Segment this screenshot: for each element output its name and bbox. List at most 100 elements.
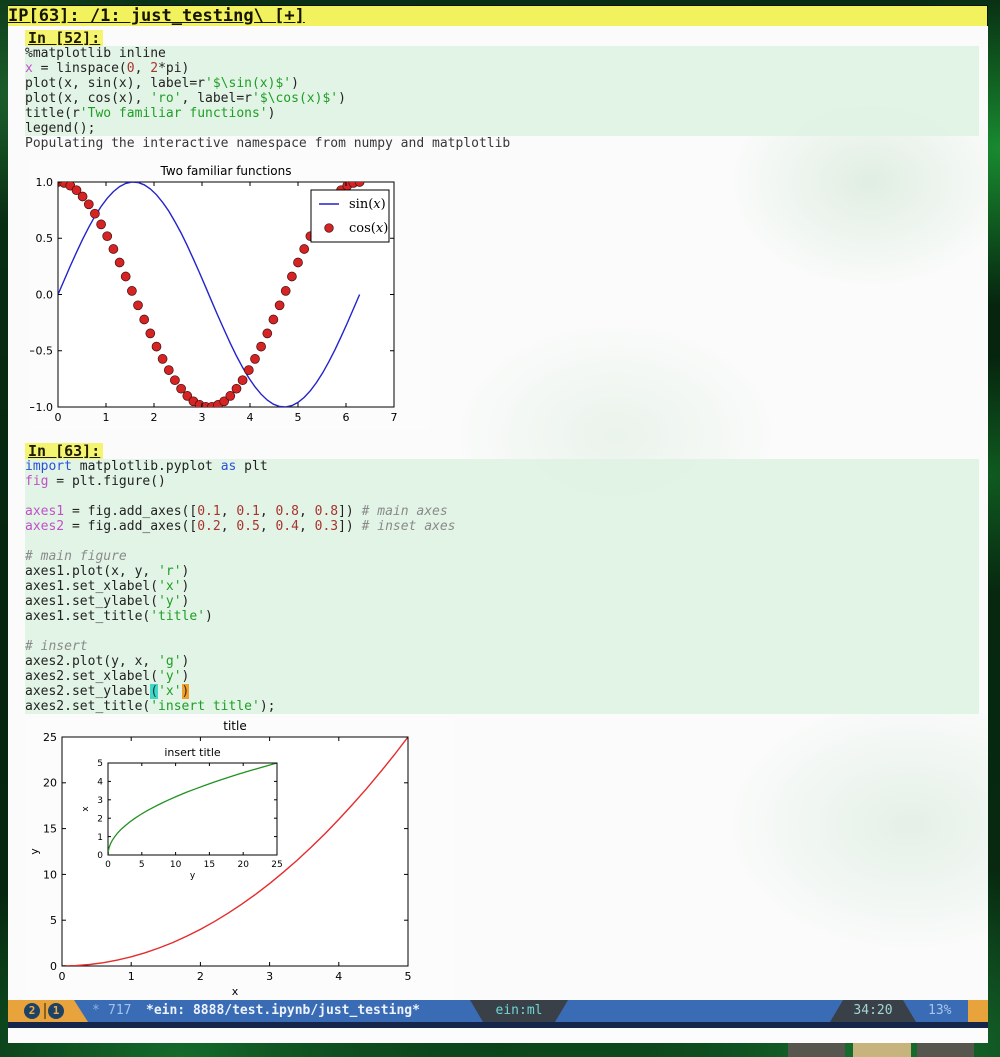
code-token: # insert [25,639,88,654]
code-line: plot(x, sin(x), label=r'$\sin(x)$') [25,76,979,91]
cell-output-52: Populating the interactive namespace fro… [25,136,511,151]
svg-text:25: 25 [43,731,57,744]
badge-divider [44,1003,46,1019]
code-token: '$\cos(x)$' [252,91,339,106]
code-line: legend(); [25,121,979,136]
code-token: matplotlib.pyplot [71,459,221,474]
code-line: plot(x, cos(x), 'ro', label=r'$\cos(x)$'… [25,91,979,106]
svg-text:20: 20 [237,860,249,870]
code-token: 0.5 [236,519,260,534]
figure-title-with-inset: 0 1 2 3 4 5 0 5 10 15 20 25 title x y 0 5 10 15 20 25 0 1 2 3 4 5 i… [25,718,455,1000]
code-token: plt [236,459,268,474]
frame-bottom-border [8,1022,988,1028]
code-token: 'Two familiar functions' [79,106,268,121]
code-token: = fig.add_axes([ [64,519,198,534]
code-token: *pi) [158,61,190,76]
code-token: ) [205,609,213,624]
code-token: 0.2 [197,519,221,534]
code-token: ) [181,669,190,684]
modeline-workspace-segment: 2 1 [8,1000,88,1022]
code-token: = linspace( [32,61,127,76]
svg-text:0: 0 [50,960,57,973]
new-tab-button[interactable]: [+] [263,6,305,26]
code-token: axes1.set_ylabel( [25,594,159,609]
code-token: 0.8 [275,504,299,519]
code-token: , [259,504,276,519]
svg-text:3: 3 [97,796,103,806]
code-token: plot(x, cos(x), [25,91,151,106]
svg-text:2: 2 [151,411,158,424]
cell-prompt-in52[interactable]: In [52]: [25,30,104,46]
code-line: axes1.set_xlabel('x') [25,579,979,594]
code-token: , [298,519,315,534]
figure-canvas: 0 1 2 3 4 5 0 5 10 15 20 25 title x y 0 5 10 15 20 25 0 1 2 3 4 5 i… [28,719,412,998]
svg-text:5: 5 [405,970,412,983]
emacs-frame: IP[63]: /1: just_testing\ [+] In [52]: %… [8,5,988,1043]
svg-text:−0.5: −0.5 [30,345,53,358]
code-token: ( [150,684,159,699]
svg-text:5: 5 [97,759,103,769]
figure-canvas: 0 1 2 3 4 5 6 7 −1.0 −0.5 0.0 0.5 1.0 Two familiar fu… [26,164,398,424]
svg-text:y: y [28,848,41,855]
code-token: 0.1 [236,504,260,519]
code-line: title(r'Two familiar functions') [25,106,979,121]
svg-text:3: 3 [266,970,273,983]
cell-input-52[interactable]: %matplotlib inline x = linspace(0, 2*pi) p… [25,46,979,136]
major-mode-segment[interactable]: ein:ml [470,1000,568,1022]
notebook-tab-bar[interactable]: IP[63]: /1: just_testing\ [+] [8,5,987,27]
taskbar-button[interactable] [853,1043,911,1057]
code-line: %matplotlib inline [25,46,979,61]
major-mode-label: ein:ml [495,1003,543,1018]
buffer-name[interactable]: *ein: 8888/test.ipynb/just_testing* [146,1003,420,1018]
code-token: '$\sin(x)$' [205,76,292,91]
code-token: 0.8 [314,504,339,519]
code-token: 'y' [158,594,182,609]
svg-text:7: 7 [391,411,398,424]
code-token: # main axes [361,504,448,519]
code-token: title(r [25,106,80,121]
code-line [25,624,979,639]
taskbar-button[interactable] [788,1043,845,1057]
code-token: ]) [338,504,362,519]
code-token: axes2 [25,519,65,534]
code-token: 'x' [158,684,182,699]
modeline: 2 1 * 717 *ein: 8888/test.ipynb/just_tes… [8,1000,988,1022]
code-line [25,534,979,549]
notebook-tab-label[interactable]: IP[63]: /1: just_testing\ [8,6,264,26]
svg-text:x: x [81,806,91,812]
svg-text:5: 5 [50,914,57,927]
code-token: 'title' [150,609,206,624]
code-token: ) [338,91,346,106]
workspace-badge-2[interactable]: 2 [24,1003,40,1019]
svg-text:0: 0 [97,851,103,861]
workspace-badge-1[interactable]: 1 [48,1003,64,1019]
code-token: = plt.figure() [48,474,166,489]
code-token: ) [181,654,190,669]
code-token: ) [181,579,190,594]
code-token: ) [181,564,190,579]
svg-text:1: 1 [97,833,103,843]
code-token: 'g' [158,654,182,669]
code-token: 0.3 [314,519,339,534]
svg-text:Two familiar functions: Two familiar functions [160,164,292,178]
code-token: axes2.set_title( [25,699,151,714]
cell-input-63[interactable]: import matplotlib.pyplot as plt fig = plt… [25,459,979,714]
code-line: axes1.plot(x, y, 'r') [25,564,979,579]
cell-prompt-in63[interactable]: In [63]: [25,443,104,459]
svg-text:sin(x): sin(x) [349,197,386,212]
taskbar-button[interactable] [917,1043,974,1057]
minibuffer[interactable] [8,1028,988,1043]
code-token: x [25,61,33,76]
code-token: # inset axes [361,519,456,534]
svg-text:1: 1 [128,970,135,983]
svg-text:15: 15 [204,860,215,870]
code-token: fig [25,474,49,489]
code-token: , [259,519,276,534]
code-token: ); [259,699,276,714]
svg-text:y: y [190,871,196,881]
code-token: axes2.set_ylabel [25,684,151,699]
figure-two-familiar-functions: 0 1 2 3 4 5 6 7 −1.0 −0.5 0.0 0.5 1.0 Two familiar fu… [26,160,430,430]
clock-segment: 34:20 [830,1000,916,1022]
code-line: axes1 = fig.add_axes([0.1, 0.1, 0.8, 0.8… [25,504,979,519]
